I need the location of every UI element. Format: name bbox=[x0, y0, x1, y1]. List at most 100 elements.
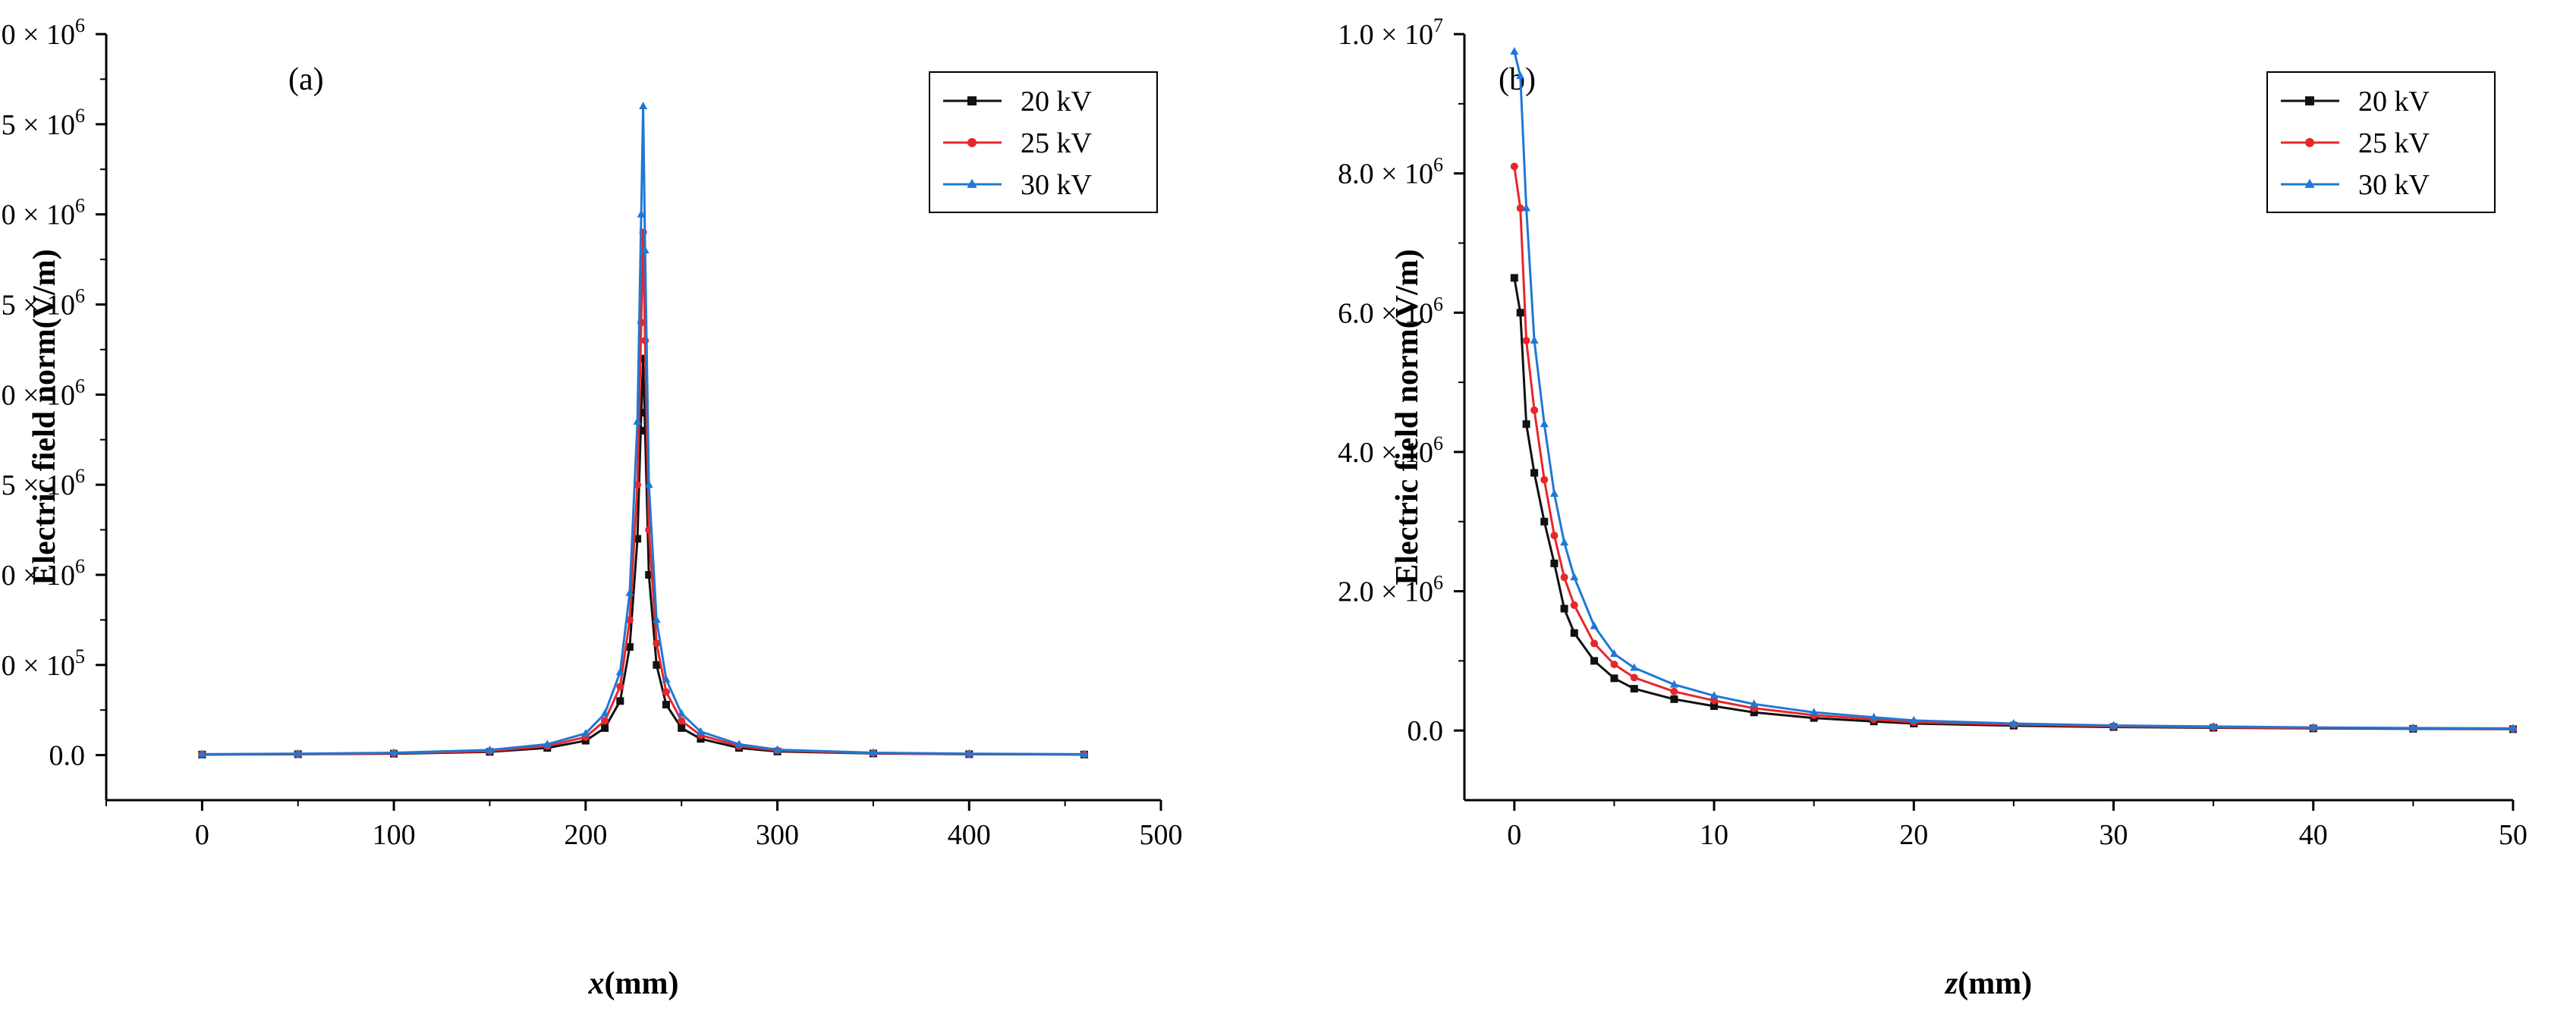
data-point bbox=[601, 724, 609, 732]
legend-label: 20 kV bbox=[2358, 86, 2430, 118]
data-point bbox=[1522, 337, 1530, 344]
y-tick-mantissa: 1.0 bbox=[1338, 19, 1374, 51]
data-point bbox=[869, 748, 878, 756]
y-tick-exponent: 6 bbox=[1433, 293, 1443, 315]
legend-label: 30 kV bbox=[1021, 169, 1093, 201]
data-point bbox=[639, 102, 648, 110]
data-point bbox=[2309, 723, 2318, 731]
data-point bbox=[1530, 336, 1539, 344]
data-point bbox=[1510, 274, 1518, 282]
data-point bbox=[1590, 657, 1599, 665]
data-point bbox=[1610, 660, 1618, 668]
data-point bbox=[1560, 604, 1568, 613]
y-tick-mantissa: 2.0 bbox=[1338, 576, 1374, 608]
y-tick-times: × 10 bbox=[16, 199, 75, 231]
y-tick-label: 5.0 × 105 bbox=[0, 645, 85, 682]
series-line-20kv bbox=[202, 357, 1084, 756]
data-point bbox=[1630, 685, 1638, 693]
data-point bbox=[662, 688, 670, 696]
data-point bbox=[616, 697, 624, 705]
y-tick-times: × 10 bbox=[1374, 159, 1433, 190]
data-point bbox=[1750, 699, 1759, 708]
y-tick-label: 0.0 bbox=[1408, 715, 1444, 747]
data-point bbox=[1570, 601, 1578, 609]
x-tick-label: 500 bbox=[1140, 819, 1183, 851]
data-point bbox=[1550, 532, 1558, 540]
legend-marker bbox=[967, 96, 977, 105]
y-tick-label: 0.0 bbox=[49, 740, 86, 772]
y-tick-mantissa: 2.0 bbox=[0, 379, 16, 411]
data-point bbox=[1709, 691, 1719, 699]
legend-label: 30 kV bbox=[2358, 169, 2430, 201]
data-point bbox=[633, 416, 642, 425]
x-tick-label: 0 bbox=[195, 819, 209, 851]
legend-marker bbox=[2304, 178, 2315, 188]
y-tick-times: × 10 bbox=[16, 289, 75, 321]
data-point bbox=[615, 667, 624, 676]
y-tick-mantissa: 8.0 bbox=[1338, 159, 1374, 190]
data-point bbox=[2109, 721, 2118, 729]
y-tick-times: × 10 bbox=[16, 379, 75, 411]
y-tick-exponent: 6 bbox=[75, 105, 85, 127]
x-axis-title: x(mm) bbox=[588, 966, 679, 1001]
data-point bbox=[637, 409, 646, 417]
y-tick-times: × 10 bbox=[16, 650, 75, 682]
data-point bbox=[1540, 517, 1549, 526]
y-tick-mantissa: 5.0 bbox=[0, 650, 16, 682]
y-tick-label: 1.5 × 106 bbox=[0, 465, 85, 501]
data-point bbox=[2009, 719, 2018, 727]
x-axis-variable: z bbox=[1944, 966, 1958, 1001]
y-tick-label: 1.0 × 107 bbox=[1338, 14, 1443, 51]
y-tick-mantissa: 0.0 bbox=[1408, 715, 1444, 747]
data-point bbox=[1550, 559, 1558, 567]
data-point bbox=[1510, 162, 1518, 171]
y-axis-title: Electric field norm(V/m) bbox=[1390, 249, 1425, 585]
data-point bbox=[662, 674, 671, 683]
data-point bbox=[1630, 673, 1638, 682]
data-point bbox=[1670, 695, 1678, 703]
y-tick-exponent: 5 bbox=[75, 645, 85, 667]
y-tick-times: × 10 bbox=[1374, 19, 1433, 51]
x-tick-label: 10 bbox=[1700, 819, 1728, 851]
series-line-25kv bbox=[202, 231, 1084, 756]
data-point bbox=[652, 615, 661, 623]
y-tick-times: × 10 bbox=[1374, 437, 1433, 469]
y-tick-times: × 10 bbox=[16, 560, 75, 592]
y-tick-mantissa: 1.0 bbox=[0, 560, 16, 592]
data-point bbox=[1530, 469, 1539, 477]
y-tick-exponent: 7 bbox=[1433, 14, 1443, 36]
data-point bbox=[653, 639, 661, 648]
legend-marker bbox=[2305, 96, 2314, 105]
data-point bbox=[625, 616, 634, 624]
y-tick-mantissa: 3.0 bbox=[0, 199, 16, 231]
y-tick-times: × 10 bbox=[1374, 297, 1433, 329]
data-point bbox=[645, 570, 653, 579]
y-tick-mantissa: 3.5 bbox=[0, 109, 16, 141]
x-tick-label: 20 bbox=[1899, 819, 1928, 851]
data-point bbox=[964, 749, 973, 757]
data-point bbox=[639, 354, 647, 363]
x-tick-label: 300 bbox=[756, 819, 799, 851]
y-tick-label: 4.0 × 106 bbox=[0, 14, 85, 51]
x-tick-label: 200 bbox=[564, 819, 607, 851]
legend-label: 25 kV bbox=[1021, 127, 1093, 159]
x-tick-label: 40 bbox=[2299, 819, 2328, 851]
x-tick-label: 30 bbox=[2099, 819, 2128, 851]
data-point bbox=[1670, 687, 1678, 695]
x-axis-unit: (mm) bbox=[1958, 966, 2032, 1001]
data-point bbox=[634, 535, 642, 543]
y-tick-label: 1.0 × 106 bbox=[0, 555, 85, 592]
legend-marker bbox=[967, 178, 977, 188]
data-point bbox=[543, 739, 552, 748]
data-point bbox=[485, 745, 494, 753]
y-tick-label: 3.5 × 106 bbox=[0, 105, 85, 141]
data-point bbox=[1522, 203, 1531, 212]
data-point bbox=[696, 727, 705, 735]
y-tick-mantissa: 4.0 bbox=[1338, 437, 1374, 469]
x-axis-variable: x bbox=[588, 966, 605, 1001]
y-tick-exponent: 6 bbox=[75, 465, 85, 487]
legend-label: 25 kV bbox=[2358, 127, 2430, 159]
data-point bbox=[581, 729, 590, 737]
y-tick-label: 3.0 × 106 bbox=[0, 195, 85, 231]
